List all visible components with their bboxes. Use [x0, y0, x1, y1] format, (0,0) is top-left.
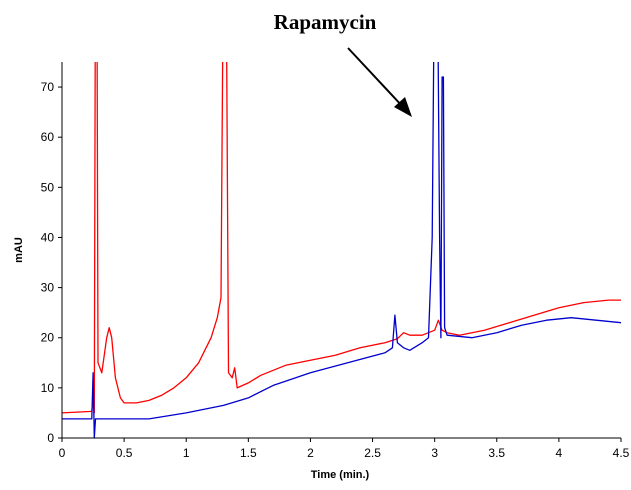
x-tick-label: 1.5 [240, 446, 257, 460]
y-tick-label: 60 [41, 130, 55, 144]
series-line [62, 62, 621, 414]
annotation: Rapamycin [274, 10, 377, 34]
y-tick-label: 0 [47, 431, 54, 445]
x-axis-label: Time (min.) [311, 469, 370, 481]
x-tick-label: 4.5 [613, 446, 630, 460]
arrow-head [394, 97, 412, 117]
x-tick-label: 4 [556, 446, 563, 460]
x-tick-label: 2.5 [364, 446, 381, 460]
y-axis-label: mAU [13, 237, 25, 263]
y-tick-label: 50 [41, 180, 55, 194]
y-tick-label: 40 [41, 230, 55, 244]
x-tick-label: 1 [183, 446, 190, 460]
y-tick-label: 20 [41, 331, 55, 345]
x-tick-label: 3 [431, 446, 438, 460]
arrow [347, 47, 405, 109]
series-line [62, 62, 622, 439]
x-tick-label: 0 [59, 446, 66, 460]
x-tick-label: 2 [307, 446, 314, 460]
plot-area [62, 62, 622, 439]
y-tick-label: 10 [41, 381, 55, 395]
y-tick-label: 30 [41, 281, 55, 295]
x-tick-label: 3.5 [488, 446, 505, 460]
x-tick-label: 0.5 [116, 446, 133, 460]
y-tick-label: 70 [41, 80, 55, 94]
